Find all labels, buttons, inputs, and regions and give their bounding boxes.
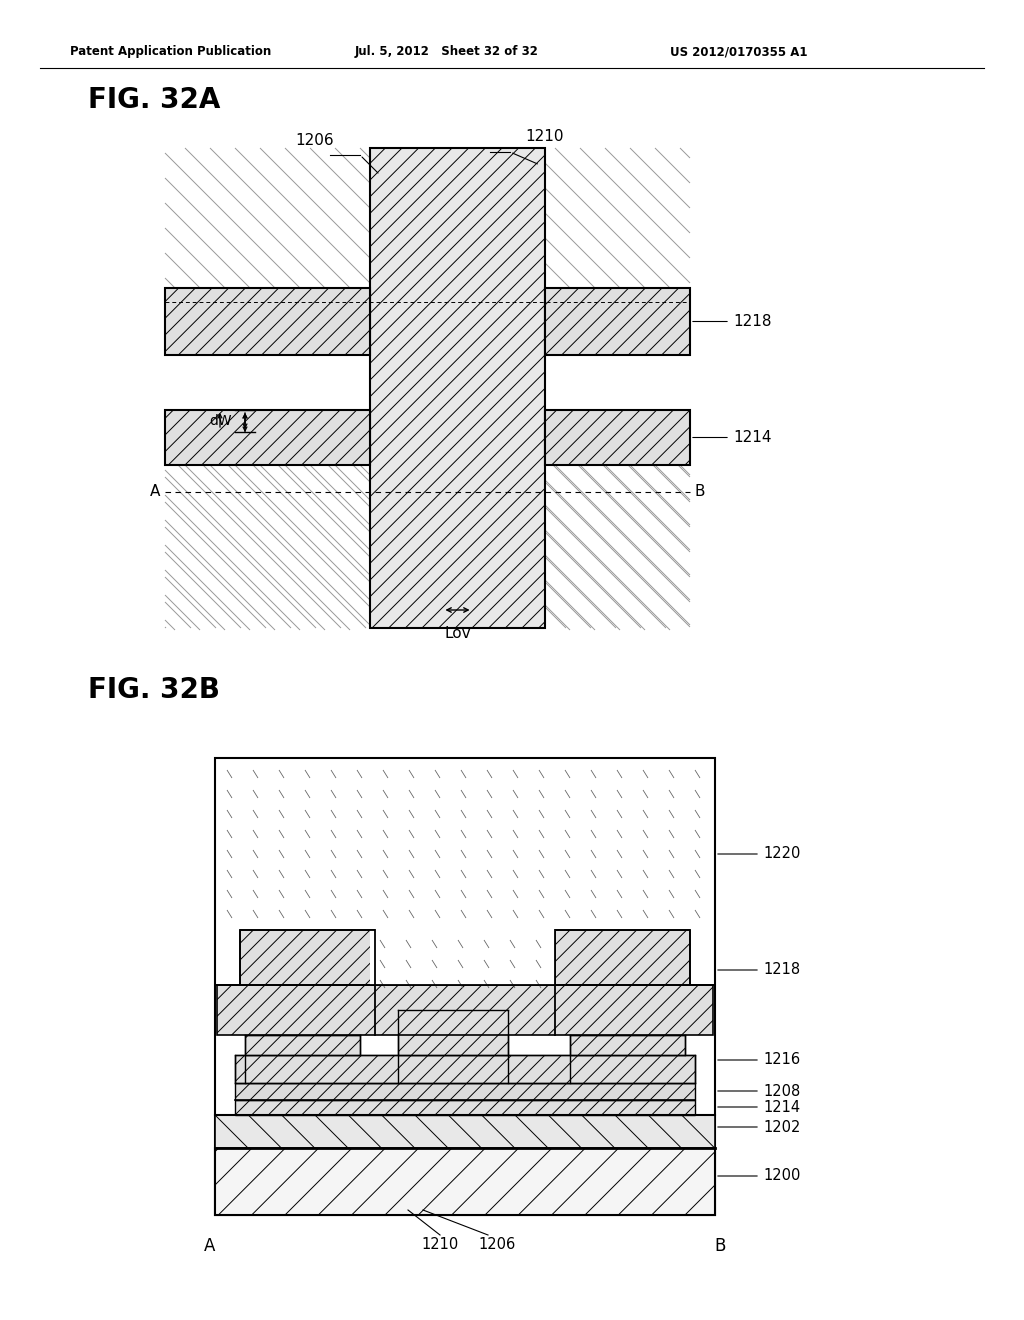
Bar bbox=[545, 465, 690, 630]
Text: 1220: 1220 bbox=[763, 846, 801, 862]
Text: 1218: 1218 bbox=[763, 962, 800, 978]
Text: FIG. 32A: FIG. 32A bbox=[88, 86, 220, 114]
Bar bbox=[165, 148, 370, 288]
Bar bbox=[245, 1035, 360, 1055]
Text: 1202: 1202 bbox=[763, 1119, 801, 1134]
Text: Lov: Lov bbox=[444, 626, 471, 642]
Bar bbox=[234, 1100, 695, 1115]
Text: A: A bbox=[205, 1237, 216, 1255]
Bar bbox=[545, 148, 690, 288]
Bar bbox=[215, 1148, 715, 1214]
Text: 1214: 1214 bbox=[733, 430, 771, 445]
Text: dW: dW bbox=[209, 414, 232, 428]
Text: 1208: 1208 bbox=[763, 1084, 800, 1098]
Text: Jul. 5, 2012   Sheet 32 of 32: Jul. 5, 2012 Sheet 32 of 32 bbox=[355, 45, 539, 58]
Bar bbox=[215, 758, 715, 1214]
Bar bbox=[165, 465, 690, 628]
Bar bbox=[234, 1055, 695, 1082]
Text: 1200: 1200 bbox=[763, 1168, 801, 1184]
Text: 1206: 1206 bbox=[478, 1237, 515, 1251]
Bar bbox=[165, 288, 370, 355]
Text: B: B bbox=[695, 484, 706, 499]
Bar bbox=[570, 1035, 685, 1055]
Bar bbox=[555, 931, 690, 985]
Bar bbox=[215, 1115, 715, 1148]
Bar bbox=[217, 985, 713, 1035]
Bar bbox=[398, 1010, 508, 1055]
Text: FIG. 32B: FIG. 32B bbox=[88, 676, 220, 704]
Text: 1206: 1206 bbox=[296, 133, 334, 148]
Bar bbox=[545, 288, 690, 355]
Text: 1216: 1216 bbox=[763, 1052, 800, 1068]
Bar bbox=[240, 931, 375, 985]
Bar bbox=[545, 411, 690, 465]
Bar bbox=[370, 148, 545, 628]
Text: Patent Application Publication: Patent Application Publication bbox=[70, 45, 271, 58]
Bar bbox=[234, 1082, 695, 1100]
Text: A: A bbox=[150, 484, 160, 499]
Text: 1214: 1214 bbox=[763, 1100, 800, 1114]
Bar bbox=[165, 465, 370, 630]
Text: 1218: 1218 bbox=[733, 314, 771, 329]
Text: B: B bbox=[715, 1237, 726, 1255]
Bar bbox=[370, 931, 555, 985]
Text: US 2012/0170355 A1: US 2012/0170355 A1 bbox=[670, 45, 808, 58]
Bar bbox=[165, 411, 370, 465]
Text: 1210: 1210 bbox=[525, 129, 563, 144]
Text: 1210: 1210 bbox=[421, 1237, 459, 1251]
